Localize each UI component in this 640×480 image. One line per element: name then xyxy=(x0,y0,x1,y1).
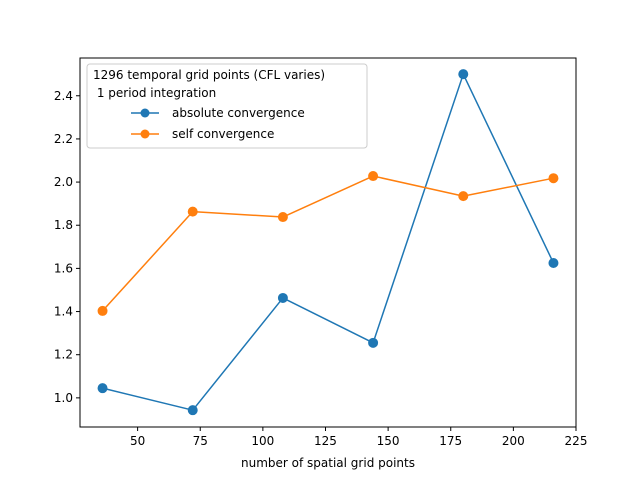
series-1-point xyxy=(548,258,559,268)
x-tick-label: 200 xyxy=(502,434,525,448)
series-line-1 xyxy=(102,73,555,411)
legend-title-line-1: 1296 temporal grid points (CFL varies) xyxy=(93,68,325,82)
x-tick-label: 100 xyxy=(251,434,274,448)
series-2-point xyxy=(97,305,108,316)
series-1-point xyxy=(368,337,379,348)
x-tick-label: 175 xyxy=(439,434,462,448)
y-tick-label: 2.4 xyxy=(54,89,73,103)
y-tick-label: 2.0 xyxy=(54,175,73,189)
y-tick-label: 1.4 xyxy=(54,305,73,319)
y-tick-label: 2.2 xyxy=(54,132,73,146)
x-tick-label: 125 xyxy=(314,434,337,448)
y-tick-label: 1.0 xyxy=(54,391,73,405)
legend-box xyxy=(86,63,368,149)
legend: 1296 temporal grid points (CFL varies) 1… xyxy=(86,63,368,149)
series-2-point xyxy=(458,191,469,202)
y-tick-label: 1.6 xyxy=(54,261,73,275)
x-axis: 50 75 100 125 150 175 200 225 xyxy=(130,427,587,448)
series-2-point xyxy=(277,212,288,223)
x-tick-label: 150 xyxy=(377,434,400,448)
y-tick-label: 1.2 xyxy=(54,348,73,362)
x-axis-label: number of spatial grid points xyxy=(241,456,415,470)
y-axis: 1.0 1.2 1.4 1.6 1.8 2.0 2.2 2.4 xyxy=(54,89,80,405)
legend-swatch-marker xyxy=(140,129,150,139)
series-layer xyxy=(97,69,559,416)
series-1-point xyxy=(187,405,198,416)
series-2-point xyxy=(187,206,198,217)
series-line-2 xyxy=(101,175,554,312)
series-2-point xyxy=(548,173,559,184)
x-tick-label: 50 xyxy=(130,434,145,448)
axes-frame xyxy=(79,57,577,428)
y-tick-label: 1.8 xyxy=(54,218,73,232)
series-1-point xyxy=(458,69,469,80)
legend-entry-label: absolute convergence xyxy=(172,106,305,120)
legend-entries: absolute convergence self convergence xyxy=(131,106,305,141)
series-2-point xyxy=(368,171,379,182)
legend-title-line-2: 1 period integration xyxy=(93,86,216,100)
legend-swatch-marker xyxy=(140,108,150,118)
series-1-point xyxy=(97,383,108,394)
x-tick-label: 225 xyxy=(565,434,588,448)
legend-entry-label: self convergence xyxy=(172,127,274,141)
series-1-point xyxy=(277,292,288,303)
x-tick-label: 75 xyxy=(193,434,208,448)
